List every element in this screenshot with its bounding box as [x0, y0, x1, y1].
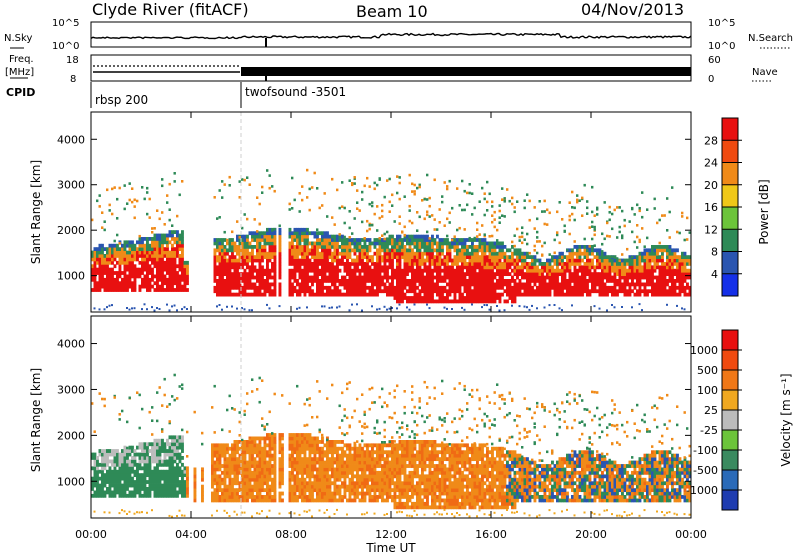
nave-label: Nave	[752, 67, 778, 78]
velocity-ylabel: Slant Range [km]	[29, 368, 43, 472]
plot-title: Clyde River (fitACF)	[92, 0, 249, 19]
nsky-plot-frame	[90, 21, 692, 48]
freq-label: Freq.	[9, 54, 34, 65]
xtick-label: 12:00	[375, 528, 407, 541]
colorbar-swatch	[722, 350, 738, 371]
nave-tick-bottom: 0	[708, 74, 714, 85]
colorbar-swatch	[722, 184, 738, 208]
freq-tick-bottom: 8	[70, 74, 76, 85]
colorbar-swatch	[722, 330, 738, 351]
cpid-label: CPID	[6, 86, 35, 99]
power-colorbar-tick: 24	[704, 157, 718, 170]
velocity-colorbar-tick: 500	[697, 364, 718, 377]
nsky-tick-top: 10^5	[52, 18, 79, 29]
velocity-data-cells	[91, 373, 692, 518]
velocity-colorbar-tick: 1000	[690, 344, 718, 357]
power-colorbar-tick: 4	[711, 268, 718, 281]
velocity-colorbar: 1000 500 100 25 -25 -100 -500 -1000	[686, 329, 742, 511]
colorbar-swatch	[722, 251, 738, 275]
nave-tick-top: 60	[708, 55, 721, 66]
velocity-colorbar-tick: -25	[700, 424, 718, 437]
xtick-label: 20:00	[575, 528, 607, 541]
ytick-label: 3000	[57, 179, 85, 192]
colorbar-swatch	[722, 410, 738, 431]
colorbar-swatch	[722, 450, 738, 471]
colorbar-swatch	[722, 162, 738, 186]
ytick-label: 2000	[57, 224, 85, 237]
colorbar-swatch	[722, 140, 738, 163]
colorbar-swatch	[722, 229, 738, 252]
velocity-colorbar-tick: -100	[693, 444, 718, 457]
colorbar-swatch	[722, 390, 738, 411]
x-axis-label: Time UT	[365, 541, 416, 554]
colorbar-swatch	[722, 370, 738, 391]
nsky-panel: N.Sky 10^5 10^0 10^5 10^0 N.Search	[4, 18, 793, 52]
nsky-trace	[90, 32, 692, 40]
colorbar-swatch	[722, 470, 738, 491]
xtick-label: 16:00	[475, 528, 507, 541]
velocity-colorbar-tick: 100	[697, 384, 718, 397]
nsky-label: N.Sky	[4, 33, 32, 44]
velocity-panel: 1000 2000 3000 4000 Slant Range [km] 00:00 0…	[29, 112, 707, 554]
freq-panel: Freq. [MHz] 18 8 60 0 Nave	[5, 54, 778, 85]
colorbar-swatch	[722, 273, 738, 297]
freq-tick-top: 18	[66, 55, 79, 66]
velocity-colorbar-tick: 25	[704, 404, 718, 417]
power-ylabel: Slant Range [km]	[29, 160, 43, 264]
xtick-label: 08:00	[275, 528, 307, 541]
velocity-colorbar-tick: -1000	[686, 484, 718, 497]
power-colorbar-tick: 20	[704, 179, 718, 192]
power-panel: 1000 2000 3000 4000 Slant Range [km]	[29, 111, 692, 313]
power-colorbar-tick: 8	[711, 246, 718, 259]
velocity-colorbar-tick: -500	[693, 464, 718, 477]
nsearch-tick-top: 10^5	[708, 18, 735, 29]
colorbar-swatch	[722, 430, 738, 451]
cpid-panel: CPID rbsp 200 twofsound -3501	[6, 82, 346, 108]
xtick-label: 00:00	[75, 528, 107, 541]
ytick-label: 2000	[57, 429, 85, 442]
colorbar-swatch	[722, 118, 738, 141]
beam-label: Beam 10	[356, 2, 428, 21]
colorbar-swatch	[722, 490, 738, 511]
power-colorbar-tick: 12	[704, 223, 718, 236]
freq-unit: [MHz]	[5, 67, 34, 78]
ytick-label: 1000	[57, 475, 85, 488]
nsky-tick-bottom: 10^0	[52, 41, 79, 52]
ytick-label: 1000	[57, 270, 85, 283]
date-label: 04/Nov/2013	[581, 0, 684, 19]
power-colorbar-tick: 16	[704, 201, 718, 214]
velocity-colorbar-label: Velocity [m s⁻¹]	[779, 373, 793, 466]
ytick-label: 3000	[57, 383, 85, 396]
nsearch-label: N.Search	[748, 33, 793, 44]
xtick-label: 00:00	[675, 528, 707, 541]
power-colorbar-label: Power [dB]	[757, 179, 771, 244]
nave-dense-trace	[241, 67, 691, 76]
power-colorbar-tick: 28	[704, 134, 718, 147]
ytick-label: 4000	[57, 338, 85, 351]
ytick-label: 4000	[57, 133, 85, 146]
xtick-label: 04:00	[175, 528, 207, 541]
colorbar-swatch	[722, 207, 738, 230]
power-data-cells	[91, 168, 692, 312]
cpid-segment-0: rbsp 200	[95, 93, 148, 107]
power-colorbar: 4 8 12 16 20 24 28	[704, 117, 742, 297]
nsearch-tick-bottom: 10^0	[708, 41, 735, 52]
cpid-segment-1: twofsound -3501	[245, 85, 346, 99]
